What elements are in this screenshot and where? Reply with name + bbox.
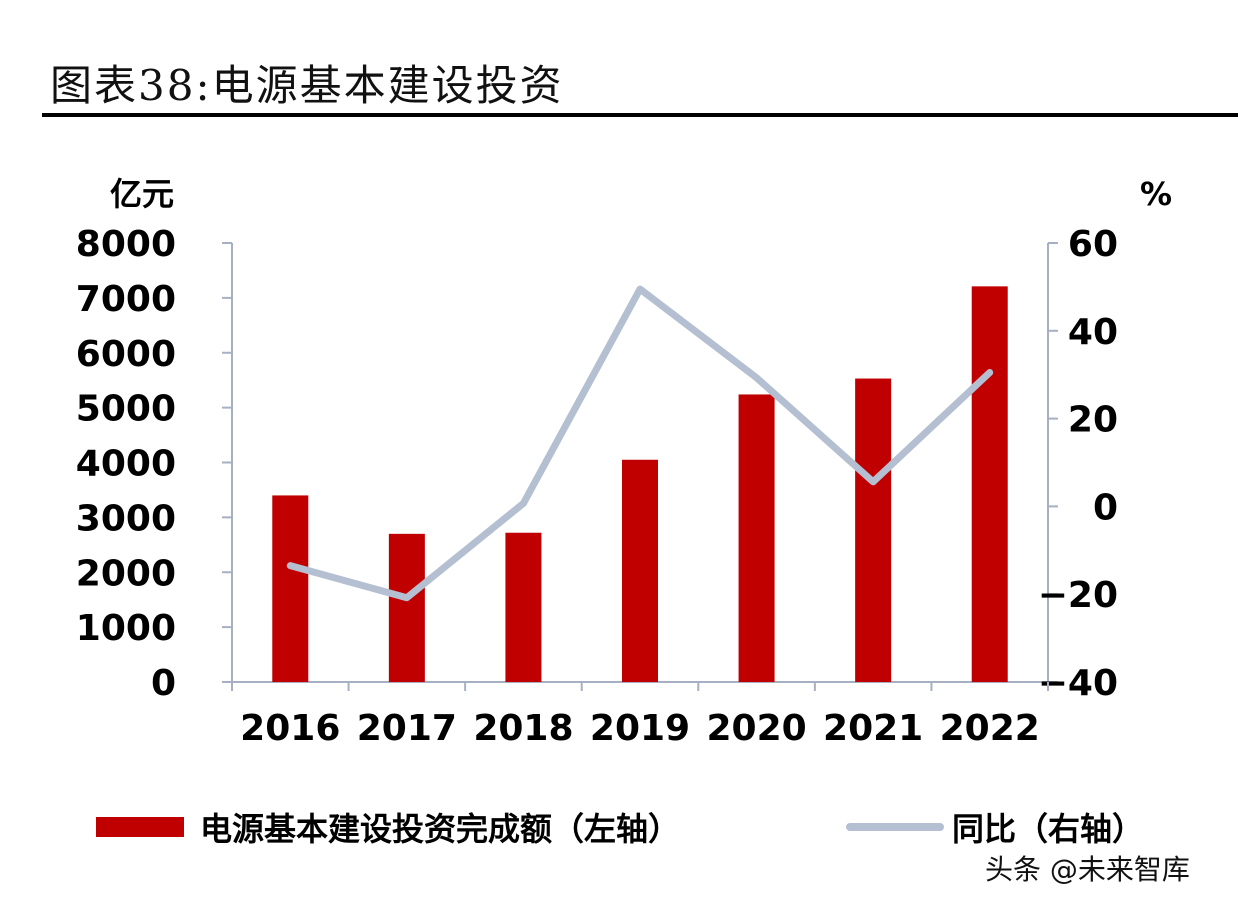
x-tick-label: 2016 — [240, 708, 340, 749]
right-tick-label: 0 — [1093, 487, 1118, 528]
bar — [738, 394, 775, 682]
x-tick-label: 2020 — [706, 708, 806, 749]
bar — [272, 495, 309, 682]
left-tick-label: 4000 — [76, 444, 176, 485]
left-tick-label: 7000 — [76, 279, 176, 320]
bar — [505, 532, 542, 682]
bars — [272, 286, 1008, 682]
left-tick-label: 3000 — [76, 498, 176, 539]
right-tick-label: 20 — [1068, 400, 1118, 441]
legend-line-label: 同比（右轴） — [952, 810, 1144, 848]
yoy-point — [988, 371, 991, 374]
bar — [388, 533, 425, 682]
yoy-point — [289, 564, 292, 567]
right-tick-label: −40 — [1038, 663, 1118, 704]
yoy-point — [872, 480, 875, 483]
legend-bar-swatch — [96, 817, 184, 837]
left-tick-label: 2000 — [76, 553, 176, 594]
left-tick-label: 0 — [151, 663, 176, 704]
legend: 电源基本建设投资完成额（左轴） 同比（右轴） — [96, 810, 1144, 848]
figure-title: 图表38:电源基本建设投资 — [50, 61, 564, 110]
watermark: 头条 @未来智库 — [985, 853, 1190, 886]
legend-bar-label: 电源基本建设投资完成额（左轴） — [200, 810, 680, 848]
right-tick-label: −20 — [1038, 575, 1118, 616]
x-tick-label: 2017 — [357, 708, 457, 749]
yoy-point — [755, 376, 758, 379]
left-tick-label: 8000 — [76, 224, 176, 265]
left-tick-label: 1000 — [76, 608, 176, 649]
left-axis-label: 亿元 — [110, 175, 174, 213]
title-rule — [42, 113, 1238, 117]
right-tick-label: 60 — [1068, 224, 1118, 265]
right-tick-label: 40 — [1068, 312, 1118, 353]
left-tick-label: 5000 — [76, 389, 176, 430]
x-tick-label: 2018 — [473, 708, 573, 749]
yoy-point — [405, 596, 408, 599]
x-tick-label: 2022 — [940, 708, 1040, 749]
bar — [855, 378, 892, 682]
x-tick-label: 2019 — [590, 708, 690, 749]
yoy-point — [639, 288, 641, 291]
yoy-line — [286, 285, 994, 602]
left-tick-label: 6000 — [76, 334, 176, 375]
bar — [622, 459, 658, 682]
yoy-point — [522, 502, 525, 505]
bar — [971, 286, 1008, 682]
right-axis-label: % — [1140, 175, 1172, 213]
axes: 0 1000 2000 3000 4000 5000 6000 7000 8000 −40 −20 0… — [76, 175, 1172, 749]
x-tick-label: 2021 — [823, 708, 923, 749]
